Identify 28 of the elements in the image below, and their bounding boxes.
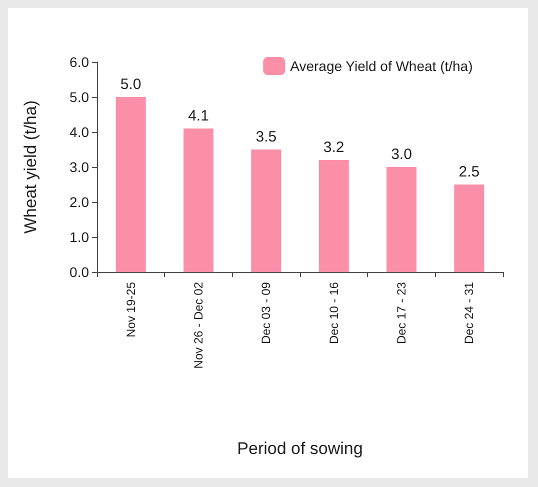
y-tick-label: 1.0 [70,229,90,245]
y-tick-label: 4.0 [70,124,90,140]
bar [251,150,282,272]
x-tick-label: Dec 17 - 23 [394,282,408,344]
y-tick-label: 3.0 [70,159,90,175]
y-tick-label: 6.0 [70,54,90,70]
x-tick-label: Nov 19-25 [124,282,138,338]
bar [386,167,416,272]
bar [116,97,146,272]
x-axis-title: Period of sowing [237,439,363,458]
data-label: 4.1 [188,108,209,124]
data-label: 3.0 [391,146,412,163]
data-label: 2.5 [458,164,480,180]
data-label: 5.0 [120,76,142,93]
bar [454,184,484,272]
x-tick-label: Dec 10 - 16 [326,282,341,344]
data-label: 3.2 [323,139,344,156]
y-axis-title: Wheat yield (t/ha) [21,100,40,234]
y-tick-label: 2.0 [70,194,90,210]
y-tick-label: 0.0 [70,264,90,280]
bar [318,160,349,272]
x-tick-label: Dec 03 - 09 [259,282,274,344]
x-tick-label: Nov 26 - Dec 02 [192,282,206,369]
legend-label: Average Yield of Wheat (t/ha) [290,58,473,74]
y-tick-label: 5.0 [70,89,90,105]
data-label: 3.5 [256,128,277,146]
x-tick-label: Dec 24 - 31 [462,282,476,344]
bar [184,128,214,272]
